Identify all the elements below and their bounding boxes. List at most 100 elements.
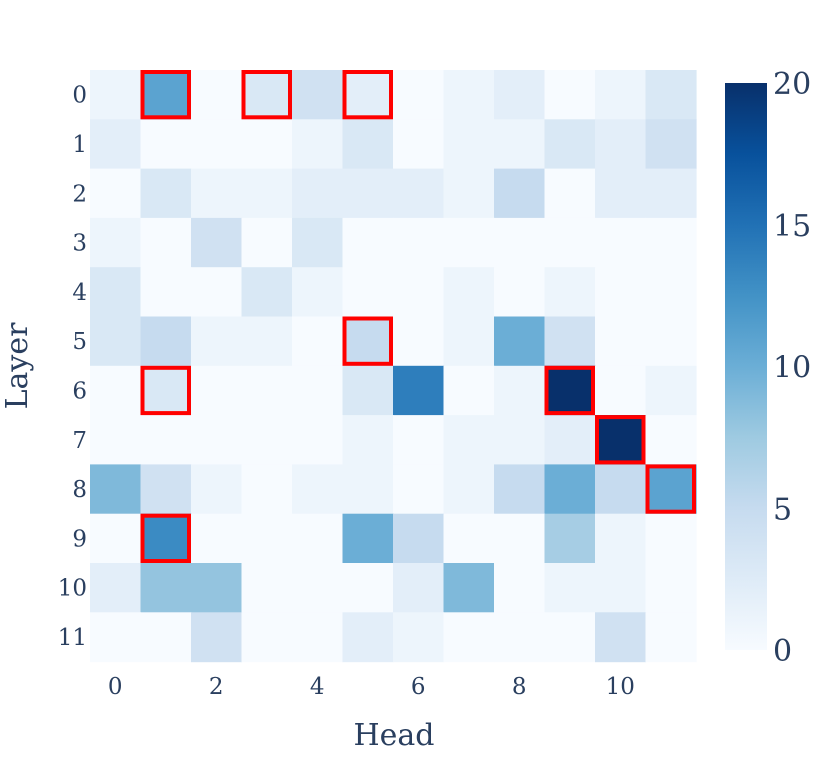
highlight-box (342, 316, 393, 366)
heatmap-cell (645, 168, 697, 219)
highlight-box (544, 365, 595, 416)
heatmap-cell (544, 119, 596, 170)
heatmap-cell (90, 612, 142, 663)
heatmap-cell (191, 119, 243, 170)
heatmap-cell (241, 415, 293, 465)
heatmap-cell (292, 267, 344, 318)
heatmap-cell (595, 316, 647, 367)
heatmap-cell (140, 316, 192, 367)
heatmap-cell (90, 365, 142, 416)
heatmap-cell (241, 217, 293, 268)
heatmap-cell (595, 563, 647, 613)
highlight-box (140, 70, 191, 120)
heatmap-cell (292, 168, 344, 219)
highlight-box (595, 415, 646, 465)
heatmap-cell (443, 612, 495, 663)
heatmap-cell (544, 464, 596, 515)
heatmap-cell (494, 267, 546, 318)
heatmap-cell (443, 267, 495, 318)
heatmap-cell (90, 70, 142, 120)
x-tick-label: 6 (411, 674, 426, 700)
heatmap-cell (292, 563, 344, 613)
heatmap-cell (443, 316, 495, 367)
highlight-box (140, 365, 191, 416)
y-tick-label: 8 (72, 477, 87, 503)
y-tick-label: 5 (72, 329, 87, 355)
heatmap-cell (342, 612, 394, 663)
heatmap-cell (90, 415, 142, 465)
heatmap-cell (544, 365, 596, 416)
y-tick-label: 9 (72, 526, 87, 552)
heatmap-cell (241, 563, 293, 613)
heatmap-cell (595, 513, 647, 564)
heatmap-cell (342, 267, 394, 318)
heatmap-cell (191, 168, 243, 219)
heatmap-cell (191, 70, 243, 120)
heatmap-cell (645, 119, 697, 170)
y-tick-label: 10 (58, 576, 87, 602)
heatmap-cell (443, 168, 495, 219)
y-tick-label: 2 (72, 181, 87, 207)
heatmap-cell (595, 70, 647, 120)
heatmap-cell (494, 217, 546, 268)
heatmap-cell (645, 513, 697, 564)
colorbar-tick-label: 0 (773, 634, 792, 669)
heatmap-cell (494, 316, 546, 367)
heatmap-cell (393, 316, 445, 367)
heatmap-cell (393, 464, 445, 515)
heatmap-cell (90, 316, 142, 367)
heatmap-cell (241, 316, 293, 367)
heatmap-cell (393, 119, 445, 170)
colorbar-tick-label: 15 (773, 209, 811, 244)
heatmap-cell (90, 267, 142, 318)
heatmap-cell (595, 612, 647, 663)
heatmap-cell (544, 612, 596, 663)
highlight-box (645, 464, 696, 514)
heatmap-cell (90, 168, 142, 219)
heatmap-cell (595, 464, 647, 515)
y-axis-title: Layer (0, 322, 35, 410)
heatmap-cell (443, 415, 495, 465)
heatmap-cell (292, 365, 344, 416)
heatmap-cell (292, 612, 344, 663)
heatmap-cell (140, 464, 192, 515)
heatmap-cell (595, 168, 647, 219)
heatmap-cell (191, 415, 243, 465)
heatmap-cell (140, 563, 192, 613)
heatmap-cell (595, 415, 647, 465)
heatmap-cell (494, 415, 546, 465)
heatmap-cell (595, 119, 647, 170)
heatmap-cell (342, 365, 394, 416)
colorbar (725, 83, 767, 650)
heatmap-cell (393, 563, 445, 613)
heatmap-cell (191, 316, 243, 367)
heatmap-cell (241, 267, 293, 318)
heatmap-cell (544, 267, 596, 318)
heatmap-cell (393, 612, 445, 663)
heatmap-cell (191, 612, 243, 663)
heatmap-cell (342, 70, 394, 120)
heatmap-cell (90, 563, 142, 613)
heatmap-cell (645, 563, 697, 613)
heatmap-cell (544, 513, 596, 564)
heatmap-cell (443, 365, 495, 416)
heatmap-cell (90, 513, 142, 564)
highlight-box (342, 70, 393, 120)
heatmap-cell (393, 267, 445, 318)
highlight-box (140, 513, 191, 564)
heatmap-cell (140, 267, 192, 318)
heatmap-cell (544, 316, 596, 367)
heatmap-cell (342, 415, 394, 465)
heatmap-cell (241, 70, 293, 120)
heatmap-cell (191, 464, 243, 515)
heatmap-cell (595, 365, 647, 416)
heatmap-cell (292, 217, 344, 268)
heatmap-cell (191, 365, 243, 416)
x-tick-label: 0 (108, 674, 123, 700)
y-tick-label: 1 (72, 132, 87, 158)
heatmap-cell (393, 70, 445, 120)
heatmap-cell (140, 612, 192, 663)
heatmap-cell (494, 513, 546, 564)
highlight-box (241, 70, 292, 120)
